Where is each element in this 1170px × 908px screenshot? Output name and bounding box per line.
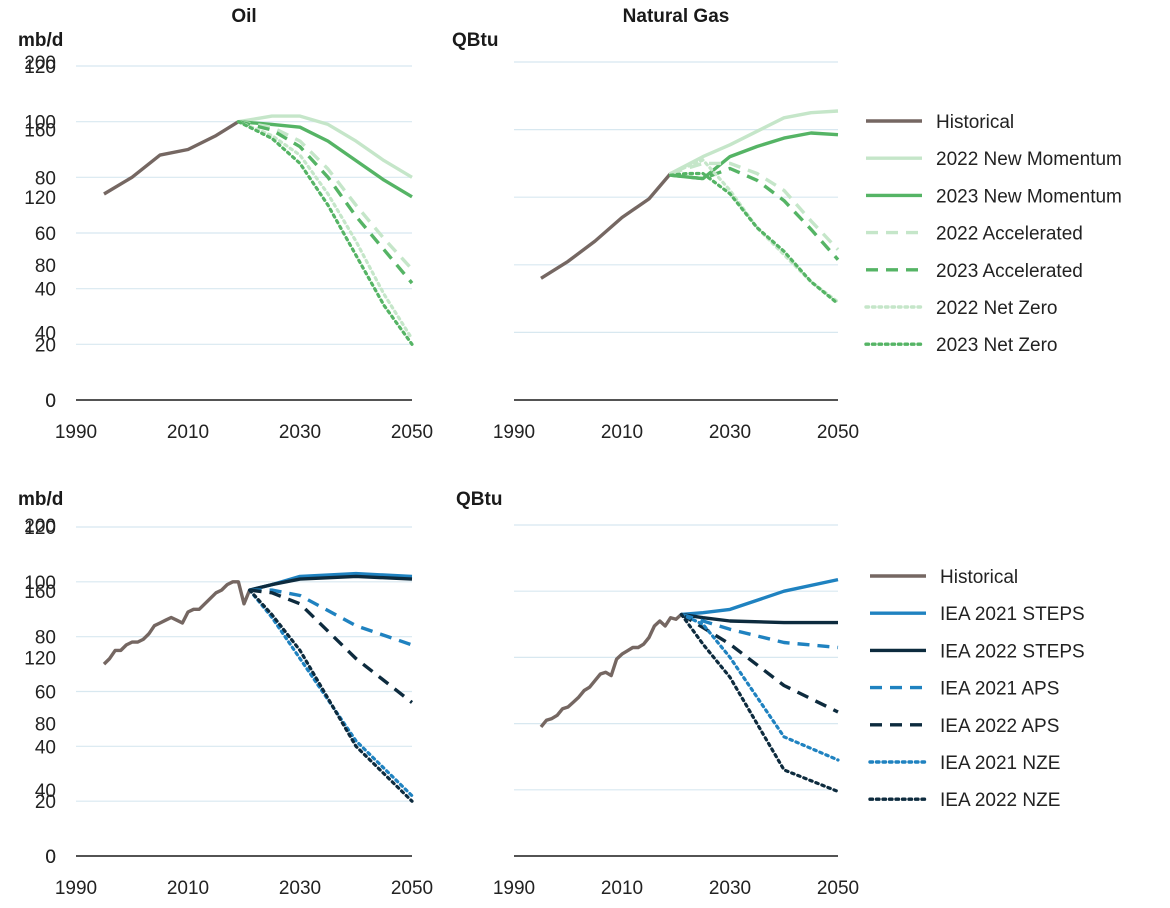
legend-label: IEA 2021 STEPS (940, 604, 1085, 625)
x-tick-label: 2010 (601, 878, 643, 899)
series-line-iea-2021-nze (248, 588, 414, 798)
y-tick-label: 40 (35, 781, 56, 802)
series-line-historical (103, 120, 240, 196)
series-line-historical (540, 172, 672, 280)
y-tick-label: 100 (24, 573, 56, 594)
x-tick-label: 1990 (55, 422, 97, 443)
series-line-iea-2021-nze (679, 612, 840, 762)
y-tick-label: 120 (24, 518, 56, 539)
legend-label: 2022 Accelerated (936, 224, 1083, 245)
legend-label: Historical (940, 567, 1018, 588)
x-tick-label: 2050 (817, 422, 859, 443)
y-tick-label: 80 (35, 628, 56, 649)
y-tick-label: 60 (35, 683, 56, 704)
y-tick-label: 80 (35, 256, 56, 277)
series-line-iea-2022-steps (249, 574, 413, 592)
y-tick-label: 0 (45, 847, 56, 868)
legend-label: IEA 2022 STEPS (940, 641, 1085, 662)
y-tick-label: 200 (24, 516, 56, 537)
legend-label: 2022 New Momentum (936, 149, 1122, 170)
series-line-2023-accelerated (670, 166, 840, 261)
y-tick-label: 40 (35, 280, 56, 301)
y-tick-label: 20 (35, 792, 56, 813)
series-line-historical (102, 580, 252, 666)
series-line-iea-2021-steps (681, 577, 839, 617)
legend-label: 2023 New Momentum (936, 186, 1122, 207)
series-line-iea-2022-nze (248, 588, 414, 803)
y-tick-label: 120 (24, 188, 56, 209)
legend-label: 2022 Net Zero (936, 298, 1057, 319)
y-tick-label: 40 (35, 737, 56, 758)
x-tick-label: 2030 (709, 878, 751, 899)
y-tick-label: 0 (45, 391, 56, 412)
legend-label: IEA 2021 APS (940, 679, 1059, 700)
series-line-iea-2022-aps (249, 588, 414, 704)
series-line-2023-net-zero (236, 120, 414, 346)
y-tick-label: 160 (24, 121, 56, 142)
y-axis-unit-label: mb/d (18, 489, 63, 510)
x-tick-label: 2030 (279, 878, 321, 899)
x-tick-label: 2050 (817, 878, 859, 899)
series-line-iea-2021-aps (249, 588, 413, 647)
series-line-iea-2021-aps (680, 612, 839, 650)
series-line-historical (539, 613, 683, 728)
series-line-2023-new-momentum (670, 131, 839, 181)
y-tick-label: 0 (45, 391, 56, 412)
legend-1: Historical 2022 New Momentum 2023 New Mome… (864, 112, 1122, 356)
series-line-2022-accelerated (238, 120, 414, 271)
legend-label: IEA 2022 NZE (940, 790, 1060, 811)
y-tick-label: 160 (24, 582, 56, 603)
chart-title: Natural Gas (623, 6, 730, 27)
x-tick-label: 2010 (167, 878, 209, 899)
x-tick-label: 2010 (601, 422, 643, 443)
y-axis-unit-label: QBtu (452, 30, 498, 51)
series-line-iea-2022-aps (680, 612, 839, 714)
x-tick-label: 2030 (279, 422, 321, 443)
y-tick-label: 200 (24, 53, 56, 74)
series-line-2022-net-zero (236, 120, 414, 341)
y-axis-unit-label: QBtu (456, 489, 502, 510)
x-tick-label: 2050 (391, 878, 433, 899)
series-line-2023-new-momentum (238, 120, 413, 199)
series-line-2022-accelerated (670, 161, 840, 251)
y-tick-label: 80 (35, 168, 56, 189)
series-line-iea-2022-steps (681, 612, 838, 625)
series-line-2022-new-momentum (669, 109, 839, 176)
y-tick-label: 120 (24, 57, 56, 78)
series-line-2023-net-zero (668, 171, 840, 306)
legend-label: 2023 Accelerated (936, 261, 1083, 282)
series-line-2023-accelerated (237, 120, 414, 285)
series-line-iea-2022-nze (679, 612, 840, 794)
series-line-2022-net-zero (668, 158, 840, 304)
y-tick-label: 100 (24, 113, 56, 134)
y-tick-label: 80 (35, 715, 56, 736)
y-tick-label: 120 (24, 648, 56, 669)
x-tick-label: 1990 (55, 878, 97, 899)
chart-title: Oil (231, 6, 256, 27)
y-tick-label: 40 (35, 323, 56, 344)
x-tick-label: 2050 (391, 422, 433, 443)
legend-label: 2023 Net Zero (936, 335, 1057, 356)
x-tick-label: 1990 (493, 422, 535, 443)
x-tick-label: 2030 (709, 422, 751, 443)
legend-2: Historical IEA 2021 STEPS IEA 2022 STEPS IE… (868, 567, 1085, 811)
legend-label: IEA 2021 NZE (940, 753, 1060, 774)
series-line-2022-new-momentum (238, 114, 413, 179)
y-tick-label: 20 (35, 335, 56, 356)
y-axis-unit-label: mb/d (18, 30, 63, 51)
x-tick-label: 1990 (493, 878, 535, 899)
legend-label: IEA 2022 APS (940, 716, 1059, 737)
x-tick-label: 2010 (167, 422, 209, 443)
legend-label: Historical (936, 112, 1014, 133)
y-tick-label: 60 (35, 224, 56, 245)
y-tick-label: 0 (45, 847, 56, 868)
